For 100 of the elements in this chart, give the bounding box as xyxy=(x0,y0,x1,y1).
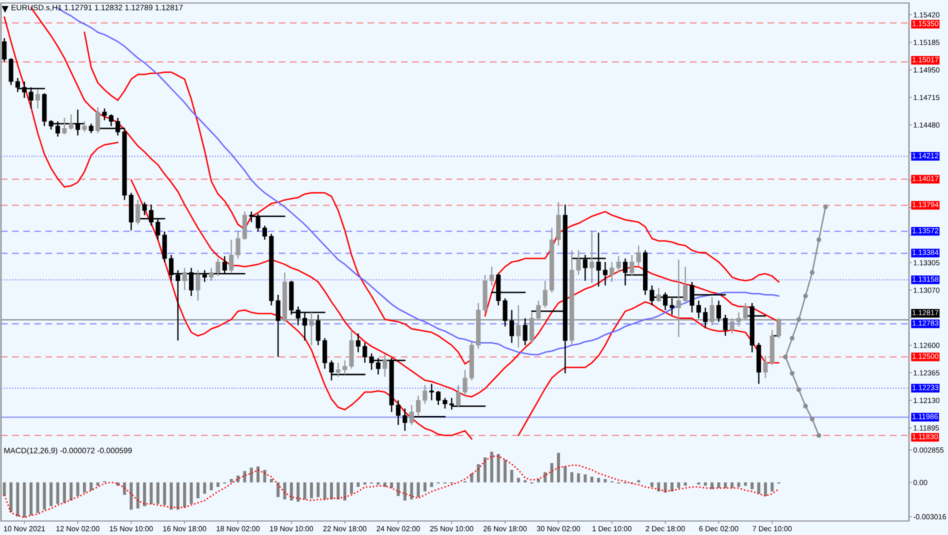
candlestick xyxy=(322,338,328,370)
candlestick xyxy=(62,117,67,135)
candlestick xyxy=(182,267,187,291)
candlestick xyxy=(82,120,87,133)
candlestick xyxy=(409,404,414,426)
candlestick xyxy=(242,210,247,240)
bar xyxy=(50,482,53,506)
bar xyxy=(423,482,426,492)
candlestick xyxy=(369,352,374,370)
bar xyxy=(470,473,474,482)
candlestick xyxy=(542,280,548,308)
bar xyxy=(136,482,140,509)
bar xyxy=(664,482,667,493)
candlestick xyxy=(622,258,628,286)
point xyxy=(783,354,788,360)
point xyxy=(810,416,815,422)
candlestick xyxy=(68,114,74,130)
bar xyxy=(350,482,354,494)
candlestick xyxy=(696,300,701,319)
bar xyxy=(216,482,220,487)
candlestick xyxy=(356,332,360,353)
bar xyxy=(490,452,494,482)
bar xyxy=(577,473,580,482)
bar xyxy=(230,478,233,482)
candlestick xyxy=(148,204,154,226)
bar xyxy=(90,482,93,490)
bar xyxy=(196,482,200,498)
bar xyxy=(296,482,300,502)
bar xyxy=(62,482,66,503)
bar xyxy=(243,471,246,482)
candlestick xyxy=(309,312,314,346)
candlestick xyxy=(436,390,441,406)
point xyxy=(816,433,822,438)
bar xyxy=(670,482,674,492)
candlestick xyxy=(656,287,661,302)
candlestick xyxy=(716,300,722,322)
bar xyxy=(403,482,406,501)
point xyxy=(803,294,808,298)
bar xyxy=(516,478,520,482)
candlestick xyxy=(176,270,180,342)
bar xyxy=(176,482,180,510)
bar xyxy=(504,460,507,482)
bar xyxy=(323,482,326,500)
candlestick xyxy=(156,218,160,240)
candlestick xyxy=(249,210,254,223)
bar xyxy=(724,482,727,488)
bar xyxy=(42,482,46,510)
candlestick xyxy=(776,318,782,339)
bar xyxy=(143,482,146,506)
candlestick xyxy=(422,384,428,404)
candlestick xyxy=(416,394,421,416)
bar xyxy=(556,452,560,482)
bar xyxy=(704,482,707,486)
bar xyxy=(203,482,206,494)
bar xyxy=(764,482,767,496)
candlestick xyxy=(489,266,494,286)
bar xyxy=(590,476,594,482)
candlestick xyxy=(396,400,401,426)
bar xyxy=(70,482,73,501)
bar xyxy=(757,482,760,494)
candlestick xyxy=(529,312,534,344)
bar xyxy=(30,482,33,516)
candlestick xyxy=(35,89,40,110)
candlestick xyxy=(8,57,14,86)
candlestick xyxy=(102,108,107,121)
candlestick xyxy=(502,298,508,328)
bar xyxy=(584,474,587,482)
candlestick xyxy=(329,360,334,381)
bar xyxy=(737,482,740,487)
bar xyxy=(484,457,487,482)
bar xyxy=(303,482,306,500)
bar xyxy=(744,482,747,486)
candlestick xyxy=(636,244,641,266)
candlestick xyxy=(108,114,114,127)
point xyxy=(790,370,795,376)
candlestick xyxy=(256,213,260,232)
bar xyxy=(276,482,280,498)
point xyxy=(810,270,815,275)
bar xyxy=(476,464,480,482)
candlestick xyxy=(616,256,621,274)
point xyxy=(803,404,808,409)
candlestick xyxy=(229,239,234,274)
bar xyxy=(263,470,266,482)
candlestick xyxy=(536,300,541,322)
candlestick xyxy=(522,318,528,346)
bar xyxy=(22,482,26,518)
candlestick xyxy=(676,259,681,338)
bar xyxy=(717,482,720,488)
bar xyxy=(396,482,400,496)
bar xyxy=(190,482,193,504)
bar xyxy=(416,482,420,498)
bar xyxy=(36,482,40,514)
candlestick xyxy=(730,318,734,334)
bar xyxy=(150,482,153,504)
candlestick xyxy=(602,261,608,286)
bar xyxy=(343,482,346,501)
bar xyxy=(336,482,340,500)
bar xyxy=(76,482,80,496)
candlestick xyxy=(509,309,514,344)
bar xyxy=(410,482,414,500)
